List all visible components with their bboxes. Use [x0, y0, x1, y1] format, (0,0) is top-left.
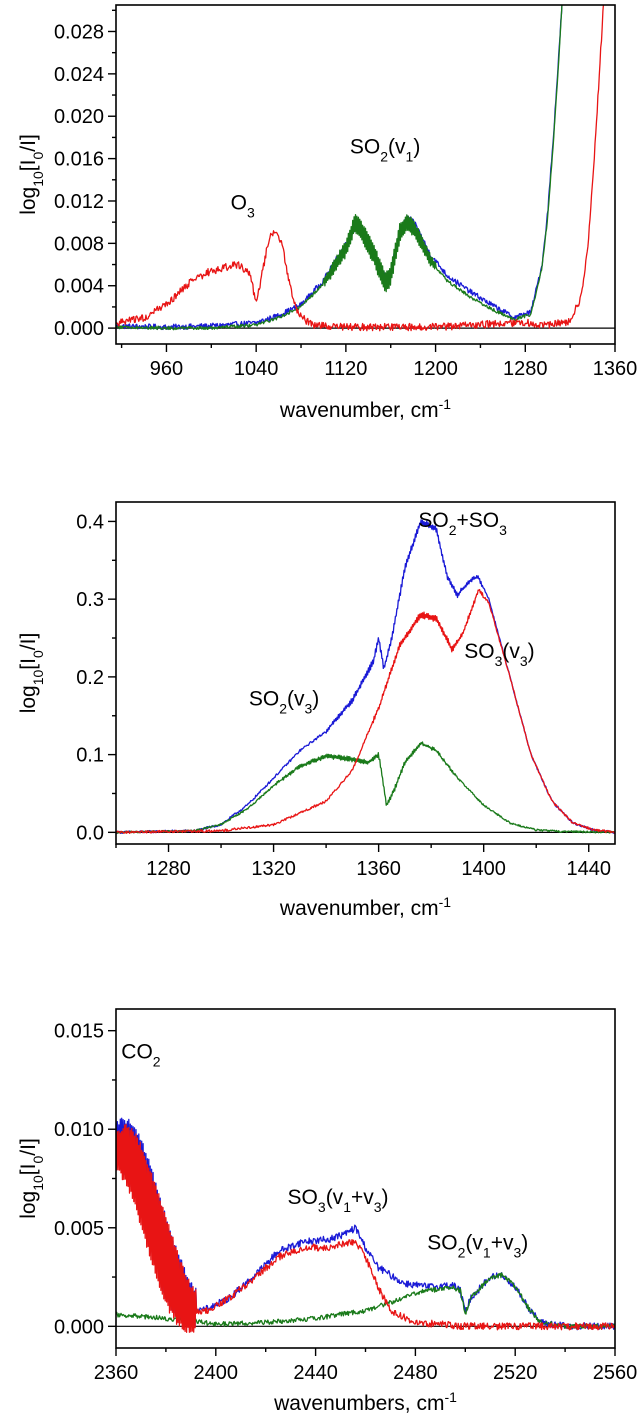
y-tick-label: 0.0 — [76, 822, 104, 844]
x-tick-label: 2520 — [493, 1362, 538, 1384]
y-tick-label: 0.000 — [54, 318, 104, 340]
annotation-label: SO2(v3) — [249, 688, 319, 717]
x-tick-label: 1040 — [234, 358, 279, 380]
annotation-label: SO3(v1+v3) — [288, 1186, 389, 1215]
y-tick-label: 0.015 — [54, 1021, 104, 1043]
annotation-label: SO2(v1+v3) — [427, 1231, 528, 1260]
plot-frame — [115, 4, 616, 345]
y-axis-title: log10[I0/I] — [17, 1138, 46, 1219]
y-tick-label: 0.016 — [54, 149, 104, 171]
y-tick-label: 0.3 — [76, 589, 104, 611]
y-tick-label: 0.4 — [76, 511, 104, 533]
y-tick-label: 0.004 — [54, 276, 104, 298]
x-tick-label: 1280 — [503, 358, 548, 380]
x-tick-label: 1440 — [566, 858, 611, 880]
annotation-label: SO2(v1) — [350, 135, 420, 164]
series-line-red — [116, 1123, 615, 1333]
x-tick-label: 1200 — [413, 358, 458, 380]
x-axis-title: wavenumbers, cm-1 — [273, 1389, 457, 1415]
x-tick-label: 1360 — [356, 858, 401, 880]
x-tick-label: 2560 — [593, 1362, 638, 1384]
series-line-red — [116, 588, 615, 834]
y-tick-label: 0.000 — [54, 1316, 104, 1338]
x-tick-label: 1400 — [461, 858, 506, 880]
annotation-label: O3 — [231, 191, 255, 220]
y-tick-label: 0.012 — [54, 191, 104, 213]
plot-frame — [115, 501, 616, 845]
x-axis-title: wavenumber, cm-1 — [279, 396, 451, 422]
annotation-label: SO2+SO3 — [418, 509, 507, 538]
series-line-red — [116, 5, 605, 332]
y-tick-label: 0.010 — [54, 1119, 104, 1141]
series-line-green — [116, 741, 615, 834]
y-tick-label: 0.028 — [54, 21, 104, 43]
series-line-blue — [116, 519, 615, 835]
y-tick-label: 0.005 — [54, 1218, 104, 1240]
x-tick-label: 1280 — [146, 858, 191, 880]
x-tick-label: 2360 — [94, 1362, 139, 1384]
x-tick-label: 1120 — [324, 358, 367, 380]
series-line-green — [116, 5, 563, 331]
series-line-green — [116, 1272, 615, 1330]
y-tick-label: 0.2 — [76, 667, 104, 689]
panel-2: 1280 1320 1360 1400 1440 0.0 0.1 0.2 0.3 0.4 waven… — [17, 501, 616, 920]
x-tick-label: 1320 — [251, 858, 296, 880]
x-tick-label: 2440 — [293, 1362, 338, 1384]
annotation-label: CO2 — [121, 1040, 161, 1069]
y-tick-label: 0.020 — [54, 106, 104, 128]
x-tick-label: 960 — [150, 358, 183, 380]
x-axis-title: wavenumber, cm-1 — [279, 894, 451, 920]
annotation-label: SO3(v3) — [464, 640, 534, 669]
x-tick-label: 2480 — [393, 1362, 438, 1384]
y-axis-title: log10[I0/I] — [17, 633, 46, 714]
x-tick-label: 2400 — [194, 1362, 239, 1384]
y-axis-title: log10[I0/I] — [17, 134, 46, 215]
x-tick-label: 1360 — [593, 358, 638, 380]
y-tick-label: 0.008 — [54, 233, 104, 255]
panel-3: 2360 2400 2440 2480 2520 2560 0.000 0.005 0.010 0… — [17, 1008, 638, 1415]
y-tick-label: 0.1 — [76, 745, 104, 767]
panel-1: 960 1040 1120 1200 1280 1360 0.000 0.004 0.008 0.… — [17, 4, 638, 422]
y-tick-label: 0.024 — [54, 64, 104, 86]
